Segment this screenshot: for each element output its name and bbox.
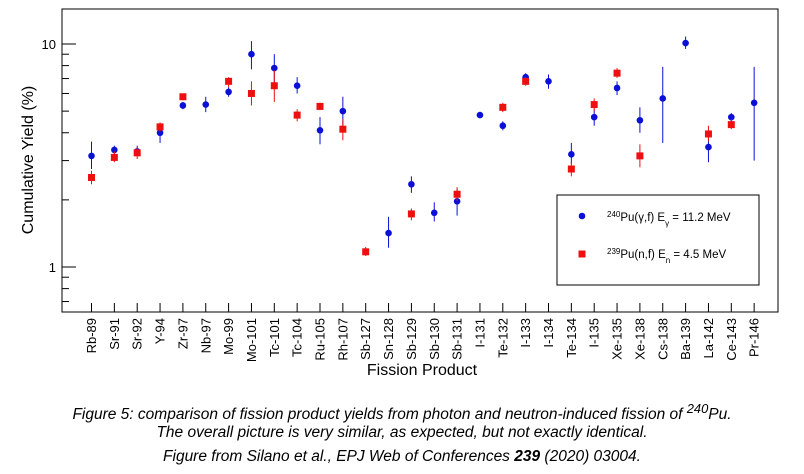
data-point-series-1 [156,129,164,137]
caption-line-3: Figure from Silano et al., EPJ Web of Co… [163,448,641,465]
x-tick-label: La-142 [701,318,716,358]
data-point-series-1 [613,84,621,92]
data-points [88,36,758,257]
data-point-series-1 [659,95,667,102]
data-point-series-1 [316,127,324,134]
x-axis-title: Fission Product [367,362,478,379]
data-point-series-2 [362,248,370,256]
data-point-series-2 [636,152,644,160]
data-point-series-2 [453,190,461,198]
x-axis-ticks: Rb-89 Sr-91 Sr-92 Y-94 Zr-97 Nb-97 Mo-99 Mo-101… [84,303,762,362]
x-tick-label: Cs-138 [655,318,670,360]
x-tick-label: I-134 [541,318,556,348]
x-tick-label: Te-132 [495,318,510,358]
x-tick-label: Sr-91 [107,318,122,350]
data-point-series-2 [179,93,187,101]
x-tick-label: Mo-99 [221,318,236,355]
x-tick-label: Tc-104 [290,318,305,357]
x-tick-label: Sb-129 [404,318,419,360]
data-point-series-1 [728,113,735,121]
data-point-series-1 [545,78,552,85]
data-point-series-1 [271,64,278,72]
data-point-series-1 [499,122,507,130]
data-point-series-1 [408,180,415,188]
data-point-series-1 [248,50,255,58]
data-point-series-1 [293,82,301,90]
data-point-series-2 [522,77,530,85]
data-point-series-2 [293,111,301,119]
data-point-series-1 [430,209,438,217]
data-point-series-1 [705,143,712,151]
data-point-series-2 [133,149,141,157]
caption-line-1: Figure 5: comparison of fission product … [72,401,732,424]
data-point-series-2 [316,102,324,110]
x-tick-label: Pr-146 [747,318,762,357]
x-tick-label: Zr-97 [175,318,190,349]
x-tick-label: Te-134 [564,318,579,358]
x-tick-label: I-131 [472,318,487,348]
data-point-series-1 [339,107,347,115]
data-point-series-2 [88,173,95,181]
data-point-series-2 [110,153,118,161]
data-point-series-1 [202,101,210,108]
y-tick-label: 1 [49,260,56,275]
data-point-series-1 [636,116,644,124]
data-point-series-2 [156,123,164,131]
legend-marker-series-1 [578,212,586,220]
legend-label-series-1: 240Pu(γ,f) Eγ = 11.2 MeV [607,210,731,228]
x-tick-label: Rb-89 [84,318,99,353]
x-tick-label: Tc-101 [267,318,282,357]
x-tick-label: I-135 [587,318,602,348]
data-point-series-2 [590,101,598,109]
x-tick-label: Ba-139 [678,318,693,360]
legend-box [556,194,760,286]
data-point-series-1 [179,102,187,109]
data-point-series-1 [88,152,95,160]
x-tick-label: Sb-131 [450,318,465,360]
y-axis-title: Cumulative Yield (%) [20,86,37,235]
data-point-series-2 [567,165,575,173]
x-tick-label: Rh-107 [335,318,350,361]
data-point-series-1 [568,151,575,158]
y-tick-label: 10 [42,37,56,52]
caption-line-2: The overall picture is very similar, as … [156,424,648,441]
data-point-series-1 [453,198,461,205]
data-point-series-2 [247,89,255,97]
data-point-series-2 [407,210,415,218]
x-tick-label: Sr-92 [130,318,145,350]
x-tick-label: Y-94 [153,318,168,344]
data-point-series-1 [385,229,392,237]
data-point-series-1 [682,39,689,47]
chart: 1 10 Rb-89 Sr-91 Sr-92 Y-94 Zr-97 Nb-97 Mo-99 Mo… [20,8,779,379]
data-point-series-2 [339,125,347,133]
x-tick-label: Mo-101 [244,318,259,362]
legend-marker-series-2 [578,250,586,258]
data-point-series-2 [727,121,735,129]
data-point-series-2 [270,82,278,90]
legend-label-series-2: 239Pu(n,f) En = 4.5 MeV [607,247,726,265]
data-point-series-2 [499,103,507,111]
data-point-series-2 [225,77,233,85]
data-point-series-1 [111,146,118,154]
legend: 240Pu(γ,f) Eγ = 11.2 MeV 239Pu(n,f) En =… [556,194,760,286]
x-tick-label: Sb-130 [427,318,442,360]
data-point-series-1 [590,113,598,121]
x-tick-label: I-133 [518,318,533,348]
x-tick-label: Xe-135 [610,318,625,360]
x-tick-label: Nb-97 [198,318,213,353]
data-point-series-2 [704,130,712,138]
x-tick-label: Sn-128 [381,318,396,360]
data-point-series-1 [750,99,758,107]
data-point-series-1 [225,88,232,96]
data-point-series-2 [613,69,621,77]
data-point-series-1 [476,111,484,119]
x-tick-label: Xe-138 [632,318,647,360]
y-axis-ticks: 1 10 [42,37,76,303]
x-tick-label: Ce-143 [724,318,739,361]
x-tick-label: Sb-127 [358,318,373,360]
x-tick-label: Ru-105 [313,318,328,361]
